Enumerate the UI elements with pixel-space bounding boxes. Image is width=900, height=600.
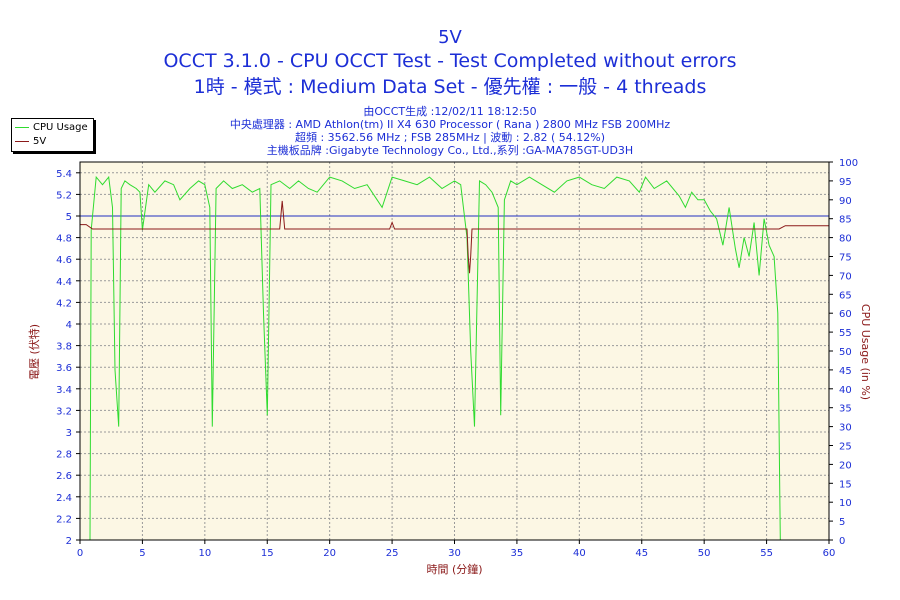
y-left-tick-label: 2 [66,536,72,547]
y-right-tick-label: 55 [839,328,852,339]
y-left-tick-label: 3.2 [56,406,72,417]
x-tick-label: 60 [823,548,836,559]
x-tick-label: 55 [760,548,773,559]
y-right-tick-label: 70 [839,271,852,282]
y-right-tick-label: 95 [839,177,852,188]
y-axis-right: 0 5 10 15 20 25 30 35 40 45 50 55 60 65 70 75 80 85 90 95 10… [829,158,858,547]
x-tick-label: 35 [511,548,524,559]
y-right-tick-label: 35 [839,404,852,415]
y-left-tick-label: 2.4 [56,493,72,504]
grid-lines [80,162,829,540]
y-right-tick-label: 45 [839,366,852,377]
series-cpu-usage-line [80,175,829,541]
chart-subtitle-test: OCCT 3.1.0 - CPU OCCT Test - Test Comple… [163,50,737,72]
y-left-tick-label: 4.2 [56,298,72,309]
y-right-tick-label: 60 [839,309,852,320]
x-tick-label: 40 [573,548,586,559]
x-tick-label: 15 [261,548,274,559]
y-right-tick-label: 20 [839,460,852,471]
chart-subtitle-mode: 1時 - 模式 : Medium Data Set - 優先權 : 一般 - 4… [193,76,707,98]
y-axis-right-label: CPU Usage (in %) [859,304,872,400]
y-left-tick-label: 3 [66,428,72,439]
x-tick-label: 20 [323,548,336,559]
y-left-tick-label: 5 [66,212,72,223]
legend-item-5v: 5V [15,135,46,149]
legend-label: 5V [33,136,47,147]
x-tick-label: 25 [386,548,399,559]
y-right-tick-label: 40 [839,385,852,396]
x-tick-label: 5 [139,548,145,559]
x-axis: 0 5 10 15 20 25 30 35 40 45 50 55 60 [77,540,836,559]
info-overclock: 超頻 : 3562.56 MHz ; FSB 285MHz | 波動 : 2.8… [294,131,606,144]
y-right-tick-label: 75 [839,253,852,264]
legend-item-cpu-usage: CPU Usage [15,121,88,135]
y-left-tick-label: 4.6 [56,255,72,266]
chart-title: 5V [438,27,462,48]
y-right-tick-label: 80 [839,234,852,245]
y-left-tick-label: 2.2 [56,514,72,525]
x-tick-label: 0 [77,548,83,559]
y-right-tick-label: 30 [839,423,852,434]
y-left-tick-label: 3.8 [56,342,72,353]
x-tick-label: 50 [698,548,711,559]
legend: CPU Usage 5V [11,118,94,152]
y-right-tick-label: 25 [839,442,852,453]
y-left-tick-label: 2.6 [56,471,72,482]
y-left-tick-label: 5.2 [56,190,72,201]
y-right-tick-label: 15 [839,479,852,490]
y-left-tick-label: 4.4 [56,277,72,288]
y-right-tick-label: 5 [839,517,845,528]
y-left-tick-label: 4.8 [56,234,72,245]
x-tick-label: 30 [448,548,461,559]
y-left-tick-label: 4 [66,320,72,331]
y-left-tick-label: 5.4 [56,169,72,180]
y-right-tick-label: 50 [839,347,852,358]
y-right-tick-label: 100 [839,158,858,169]
y-left-tick-label: 3.6 [56,363,72,374]
y-right-tick-label: 10 [839,498,852,509]
y-left-tick-label: 2.8 [56,450,72,461]
y-right-tick-label: 65 [839,290,852,301]
y-left-tick-label: 3.4 [56,385,72,396]
y-right-tick-label: 85 [839,215,852,226]
x-axis-label: 時間 (分鐘) [426,562,482,576]
series-5v-line [80,200,829,274]
legend-label: CPU Usage [33,122,88,133]
y-right-tick-label: 90 [839,196,852,207]
info-cpu: 中央處理器 : AMD Athlon(tm) II X4 630 Process… [229,118,671,131]
x-tick-label: 10 [198,548,211,559]
y-axis-left-label: 電壓 (伏特) [27,324,41,380]
y-axis-left: 2 2.2 2.4 2.6 2.8 3 3.2 3.4 3.6 3.8 4 4.2 4.4 4.6 4.8 5… [56,169,80,547]
x-tick-label: 45 [635,548,648,559]
info-generated: 由OCCT生成 :12/02/11 18:12:50 [363,105,537,118]
info-motherboard: 主機板品牌 :Gigabyte Technology Co., Ltd.,系列 … [266,144,634,157]
y-right-tick-label: 0 [839,536,845,547]
